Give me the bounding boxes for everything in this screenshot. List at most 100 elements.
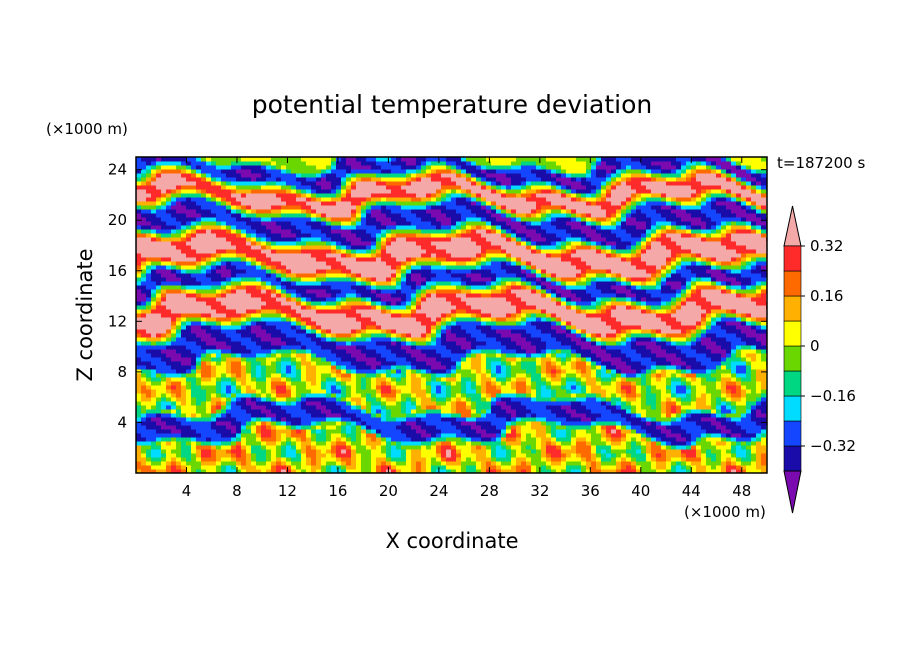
contour-cell — [146, 317, 152, 322]
contour-cell — [346, 353, 352, 358]
contour-cell — [186, 393, 192, 398]
contour-cell — [576, 469, 582, 473]
contour-cell — [586, 353, 592, 358]
contour-cell — [466, 461, 472, 466]
contour-cell — [141, 341, 147, 346]
contour-cell — [161, 333, 167, 338]
contour-cell — [576, 413, 582, 418]
contour-cell — [241, 321, 247, 326]
contour-cell — [216, 393, 222, 398]
contour-cell — [611, 385, 617, 390]
contour-cell — [636, 321, 642, 326]
contour-cell — [751, 317, 757, 322]
contour-cell — [696, 425, 702, 430]
contour-cell — [241, 381, 247, 386]
contour-cell — [366, 377, 372, 382]
contour-cell — [601, 349, 607, 354]
contour-cell — [581, 349, 587, 354]
contour-cell — [641, 389, 647, 394]
contour-cell — [196, 401, 202, 406]
contour-cell — [271, 405, 277, 410]
contour-cell — [586, 357, 592, 362]
contour-cell — [761, 421, 767, 426]
contour-cell — [306, 321, 312, 326]
contour-cell — [206, 329, 212, 334]
contour-cell — [386, 449, 392, 454]
contour-cell — [476, 445, 482, 450]
contour-cell — [496, 453, 502, 458]
contour-cell — [471, 341, 477, 346]
contour-cell — [441, 389, 447, 394]
contour-cell — [611, 369, 617, 374]
contour-cell — [206, 365, 212, 370]
contour-cell — [756, 433, 762, 438]
contour-cell — [761, 349, 767, 354]
contour-cell — [711, 333, 717, 338]
contour-cell — [761, 429, 767, 434]
contour-cell — [136, 317, 142, 322]
contour-cell — [566, 433, 572, 438]
contour-cell — [336, 317, 342, 322]
contour-cell — [276, 349, 282, 354]
contour-cell — [166, 317, 172, 322]
contour-cell — [146, 397, 152, 402]
contour-cell — [466, 449, 472, 454]
contour-cell — [611, 349, 617, 354]
contour-cell — [306, 453, 312, 458]
contour-cell — [356, 405, 362, 410]
contour-cell — [566, 369, 572, 374]
contour-cell — [726, 317, 732, 322]
contour-cell — [171, 445, 177, 450]
contour-cell — [541, 401, 547, 406]
contour-cell — [571, 401, 577, 406]
contour-cell — [506, 437, 512, 442]
contour-cell — [741, 365, 747, 370]
contour-cell — [671, 329, 677, 334]
contour-cell — [451, 453, 457, 458]
contour-cell — [356, 457, 362, 462]
contour-cell — [176, 325, 182, 330]
contour-cell — [581, 409, 587, 414]
contour-cell — [741, 421, 747, 426]
contour-cell — [261, 453, 267, 458]
contour-cell — [251, 353, 257, 358]
contour-cell — [716, 417, 722, 422]
contour-cell — [146, 361, 152, 366]
contour-cell — [161, 393, 167, 398]
contour-cell — [146, 433, 152, 438]
contour-cell — [666, 385, 672, 390]
contour-cell — [361, 325, 367, 330]
contour-cell — [441, 333, 447, 338]
contour-cell — [576, 453, 582, 458]
contour-cell — [751, 433, 757, 438]
contour-cell — [196, 325, 202, 330]
contour-cell — [731, 329, 737, 334]
contour-cell — [251, 397, 257, 402]
contour-cell — [556, 413, 562, 418]
contour-cell — [451, 457, 457, 462]
contour-cell — [726, 329, 732, 334]
contour-cell — [576, 425, 582, 430]
contour-cell — [686, 397, 692, 402]
contour-cell — [591, 437, 597, 442]
contour-cell — [751, 397, 757, 402]
contour-cell — [336, 453, 342, 458]
contour-cell — [221, 353, 227, 358]
contour-cell — [396, 325, 402, 330]
contour-cell — [336, 421, 342, 426]
contour-cell — [136, 401, 142, 406]
contour-cell — [221, 457, 227, 462]
contour-cell — [461, 429, 467, 434]
contour-cell — [746, 361, 752, 366]
contour-cell — [281, 401, 287, 406]
contour-cell — [326, 337, 332, 342]
contour-cell — [436, 317, 442, 322]
contour-cell — [641, 377, 647, 382]
contour-cell — [361, 449, 367, 454]
contour-cell — [381, 385, 387, 390]
contour-cell — [461, 441, 467, 446]
contour-cell — [391, 465, 397, 470]
contour-cell — [681, 373, 687, 378]
contour-cell — [326, 437, 332, 442]
contour-cell — [321, 369, 327, 374]
